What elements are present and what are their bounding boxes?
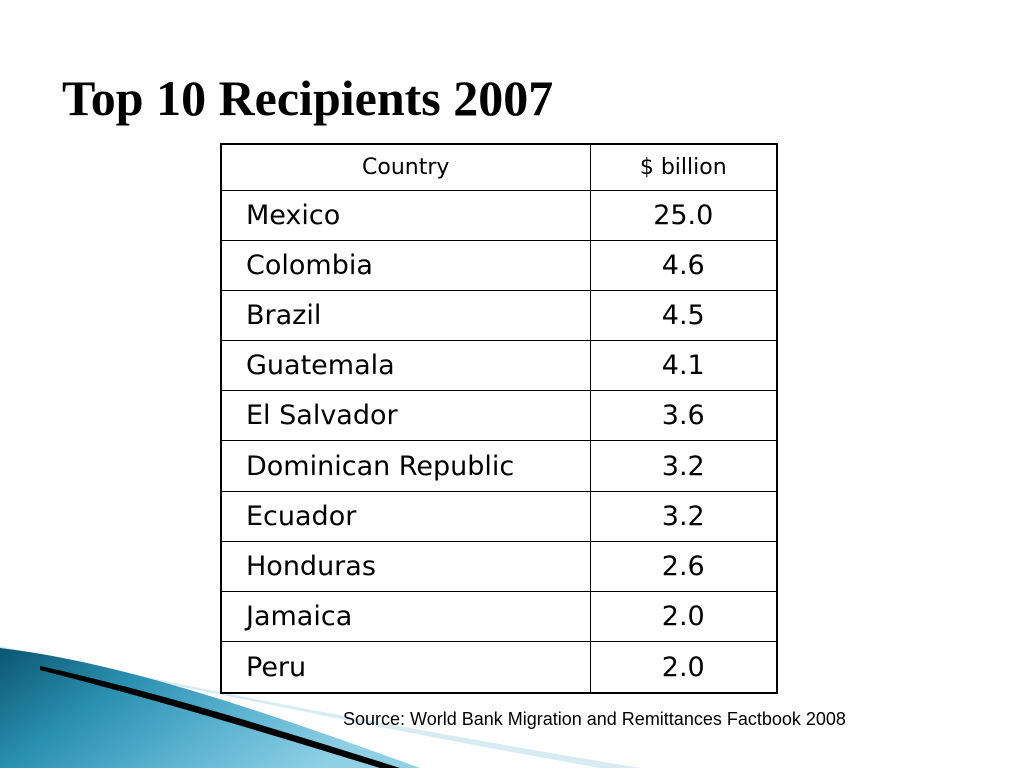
table-row: Mexico 25.0 (222, 189, 776, 241)
recipients-table: Country $ billion Mexico 25.0 Colombia 4… (220, 143, 778, 694)
value-cell: 2.0 (589, 641, 776, 692)
table-row: Colombia 4.6 (222, 239, 776, 291)
source-note: Source: World Bank Migration and Remitta… (343, 709, 846, 729)
slide-title: Top 10 Recipients 2007 (62, 70, 554, 126)
table-row: Ecuador 3.2 (222, 490, 776, 542)
table-row: El Salvador 3.6 (222, 390, 776, 442)
decorative-swoosh (0, 646, 640, 768)
country-cell: Dominican Republic (222, 440, 591, 492)
table-row: Brazil 4.5 (222, 289, 776, 342)
table-header-row: Country $ billion (222, 145, 776, 191)
table-row: Guatemala 4.1 (222, 340, 776, 392)
value-cell: 3.2 (589, 490, 776, 542)
value-cell: 2.6 (589, 540, 776, 593)
value-cell: 4.6 (589, 239, 776, 291)
column-header-value: $ billion (589, 145, 776, 191)
recipients-table-grid: Country $ billion Mexico 25.0 Colombia 4… (222, 145, 776, 692)
country-cell: El Salvador (222, 390, 591, 442)
value-cell: 25.0 (589, 189, 776, 241)
swoosh-black-line (40, 666, 400, 768)
value-cell: 3.6 (589, 390, 776, 442)
country-cell: Guatemala (222, 340, 591, 392)
value-cell: 2.0 (589, 590, 776, 643)
country-cell: Honduras (222, 540, 591, 593)
table-row: Jamaica 2.0 (222, 590, 776, 643)
value-cell: 4.1 (589, 340, 776, 392)
table-row: Dominican Republic 3.2 (222, 440, 776, 492)
table-row: Honduras 2.6 (222, 540, 776, 593)
value-cell: 3.2 (589, 440, 776, 492)
country-cell: Brazil (222, 289, 591, 342)
value-cell: 4.5 (589, 289, 776, 342)
country-cell: Jamaica (222, 590, 591, 643)
country-cell: Colombia (222, 239, 591, 291)
table-row: Peru 2.0 (222, 641, 776, 692)
country-cell: Peru (222, 641, 591, 692)
country-cell: Mexico (222, 189, 591, 241)
country-cell: Ecuador (222, 490, 591, 542)
column-header-country: Country (222, 145, 591, 191)
swoosh-blue-band (0, 648, 420, 768)
